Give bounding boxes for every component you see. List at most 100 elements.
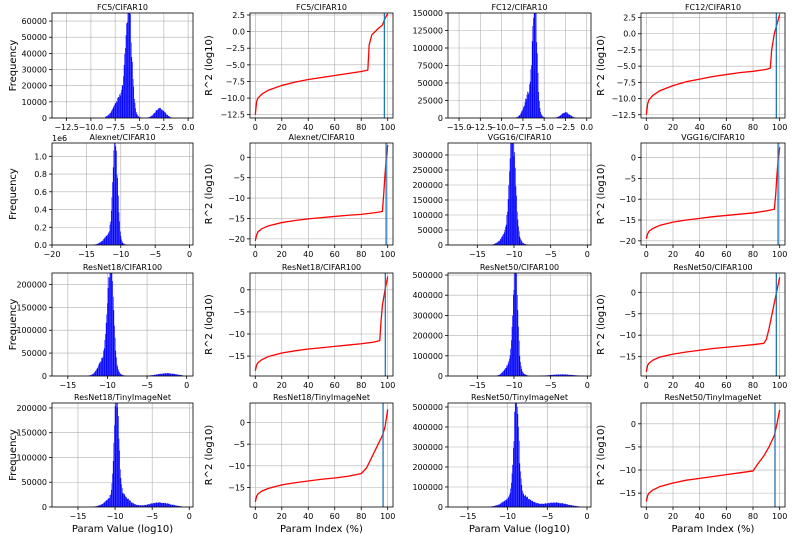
histogram-bar [160,503,162,507]
histogram-bar [506,215,508,245]
histogram-bar [98,365,99,376]
histogram-bar [112,281,113,376]
grid [641,403,785,507]
histogram-bar [522,490,523,507]
y-axis-label: R^2 (log10) [204,294,215,355]
y-tick-label: −5 [624,174,636,183]
histogram-bar [564,112,565,118]
histogram-bar [137,116,139,118]
histogram-bar [114,337,116,376]
y-axis-label: Frequency [8,168,19,220]
histogram-bar [571,505,573,507]
histogram-bar [114,143,116,245]
histogram-bar [533,13,535,118]
histogram-bar [527,93,529,118]
histogram-bar [177,374,179,376]
histogram-bar [109,277,110,376]
histogram-bar [164,502,166,507]
histogram-bar [559,115,561,118]
histogram-bar [94,372,95,376]
histogram-bar [131,502,133,507]
histogram-bar [566,112,567,118]
histogram-bar [523,106,525,118]
histogram-bar [119,94,120,118]
histogram-bar [168,116,170,118]
histogram-bar [524,102,526,118]
histogram-bar [159,107,160,118]
subplot-6: 0 20 40 60 80 100 −20 −15 −10 −5 0 Alexnet/CIFAR10 R… [204,133,395,259]
subplot-9: −15 −10 −5 0 0 50000 100000 150000 200000 ResNet1… [8,263,194,390]
histogram-bar [527,498,529,507]
histogram-bar [537,53,538,118]
histogram-bar [499,374,500,376]
histogram-bar [157,374,159,376]
histogram-bar [125,47,126,118]
y-tick-label: 150000 [16,303,47,312]
x-tick-label: −2.5 [154,123,173,132]
histogram-bar [533,17,534,118]
axes-frame [640,402,786,508]
y-tick-label: −10 [619,466,636,475]
x-tick-label: 0 [644,381,649,390]
x-tick-label: 20 [668,512,678,521]
histogram-bar [557,117,558,118]
histogram-bar [101,504,102,507]
histogram-bar [153,502,155,507]
histogram-bar [559,503,561,507]
histogram-bar [534,13,536,118]
histogram-bar [564,374,565,376]
histogram-bar [110,273,111,376]
histogram-bar [96,243,98,245]
axes-frame [249,12,394,119]
histogram-bar [171,373,172,376]
histogram-bar [160,373,161,376]
histogram-bar [107,233,109,245]
histogram-bar [520,366,522,376]
x-tick-label: −20 [44,250,61,259]
histogram-bar [120,374,122,376]
histogram-bar [525,244,526,245]
histogram-bar [507,199,509,245]
histogram-bar [157,109,159,118]
x-tick-label: −5 [545,250,557,259]
x-tick-label: 0 [584,512,589,521]
histogram-bar [501,502,503,507]
y-tick-label: −10.0 [611,95,636,104]
histogram-bar [539,503,540,507]
x-tick-label: −10.0 [79,123,104,132]
histogram-bar [169,116,170,118]
histogram-bar [523,373,525,376]
series-line [254,13,389,115]
histogram-bar [516,117,518,118]
x-tick-label: 40 [695,123,705,132]
histogram-bar [150,503,151,507]
y-tick-label: 2.5 [232,11,245,20]
plot-area [254,273,389,376]
histogram-bar [498,241,499,245]
x-tick-label: 40 [303,381,313,390]
histogram-bar [500,503,502,507]
histogram-bar [105,322,107,376]
histogram-bar [93,373,94,376]
histogram-bar [531,501,532,507]
histogram-bar [502,234,504,245]
histogram-bar [132,503,134,507]
histogram-bar [97,367,99,376]
y-tick-label: 0 [240,153,245,162]
axes-frame [51,142,194,246]
x-tick-label: 100 [772,381,787,390]
histogram-bar [560,374,562,376]
axes-frame [447,142,592,246]
histogram-bar [106,500,108,507]
series-line [645,147,781,239]
histogram-bar [169,373,170,376]
y-tick-label: 0.8 [34,170,47,179]
histogram-bar [171,504,173,507]
histogram-bar [570,115,572,118]
plot-area [105,13,174,118]
histogram-bar [100,242,101,245]
y-tick-label: −15 [619,216,636,225]
series-line [254,276,389,371]
series-line [645,277,781,372]
histogram-bar [109,231,110,245]
